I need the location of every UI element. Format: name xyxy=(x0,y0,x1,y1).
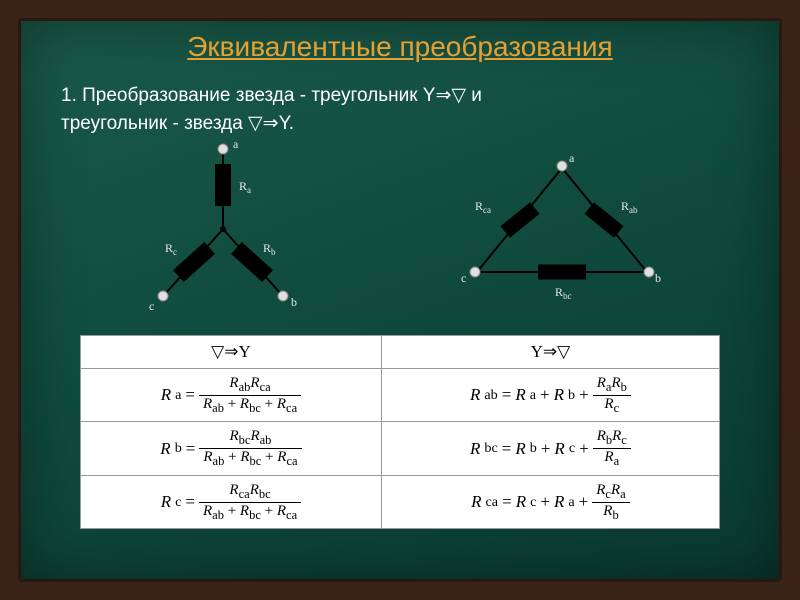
node-b xyxy=(278,291,288,301)
resistor-rca xyxy=(501,202,540,238)
table-row: Ra = RabRcaRab + Rbc + RcaRab = Ra + Rb … xyxy=(81,368,720,422)
label-rbc: Rbc xyxy=(555,285,572,301)
resistor-rc xyxy=(173,242,215,282)
resistor-ra xyxy=(215,164,231,206)
node-a xyxy=(218,144,228,154)
node-c xyxy=(158,291,168,301)
page-title: Эквивалентные преобразования xyxy=(61,31,739,63)
resistor-rab xyxy=(585,202,624,238)
wooden-frame: Эквивалентные преобразования 1. Преобраз… xyxy=(0,0,800,600)
label-ra: Ra xyxy=(239,179,251,195)
label-node-a-d: a xyxy=(569,151,575,165)
node-b-delta xyxy=(644,267,654,277)
chalkboard: Эквивалентные преобразования 1. Преобраз… xyxy=(18,18,782,582)
label-rb: Rb xyxy=(263,241,276,257)
label-node-b: b xyxy=(291,295,297,309)
label-rca: Rca xyxy=(475,199,491,215)
formula-delta-to-y-0: Ra = RabRcaRab + Rbc + Rca xyxy=(81,368,382,422)
label-node-c: c xyxy=(149,299,154,313)
delta-diagram: a b c Rab Rca Rbc xyxy=(437,144,687,314)
label-node-a: a xyxy=(233,137,239,151)
formula-y-to-delta-0: Rab = Ra + Rb + RaRbRc xyxy=(381,368,719,422)
formula-y-to-delta-1: Rbc = Rb + Rc + RbRcRa xyxy=(381,422,719,476)
formula-y-to-delta-2: Rca = Rc + Ra + RcRaRb xyxy=(381,475,719,529)
formulas-table: ▽⇒Y Y⇒▽ Ra = RabRcaRab + Rbc + RcaRab = … xyxy=(80,335,720,530)
col-header-y-to-delta: Y⇒▽ xyxy=(381,335,719,368)
col-header-delta-to-y: ▽⇒Y xyxy=(81,335,382,368)
table-row: Rc = RcaRbcRab + Rbc + RcaRca = Rc + Ra … xyxy=(81,475,720,529)
star-diagram: Ra Rb Rc a b c xyxy=(113,134,333,324)
formula-delta-to-y-2: Rc = RcaRbcRab + Rbc + Rca xyxy=(81,475,382,529)
diagrams-row: Ra Rb Rc a b c xyxy=(61,129,739,329)
formula-delta-to-y-1: Rb = RbcRabRab + Rbc + Rca xyxy=(81,422,382,476)
label-rc: Rc xyxy=(165,241,177,257)
label-node-c-d: c xyxy=(461,271,466,285)
table-row: Rb = RbcRabRab + Rbc + RcaRbc = Rb + Rc … xyxy=(81,422,720,476)
node-c-delta xyxy=(470,267,480,277)
resistor-rbc xyxy=(538,264,586,279)
node-a-delta xyxy=(557,161,567,171)
subtitle-line-2: треугольник - звезда ▽⇒Y. xyxy=(61,113,294,134)
subtitle-line-1: 1. Преобразование звезда - треугольник Y… xyxy=(61,85,482,106)
label-rab: Rab xyxy=(621,199,638,215)
label-node-b-d: b xyxy=(655,271,661,285)
